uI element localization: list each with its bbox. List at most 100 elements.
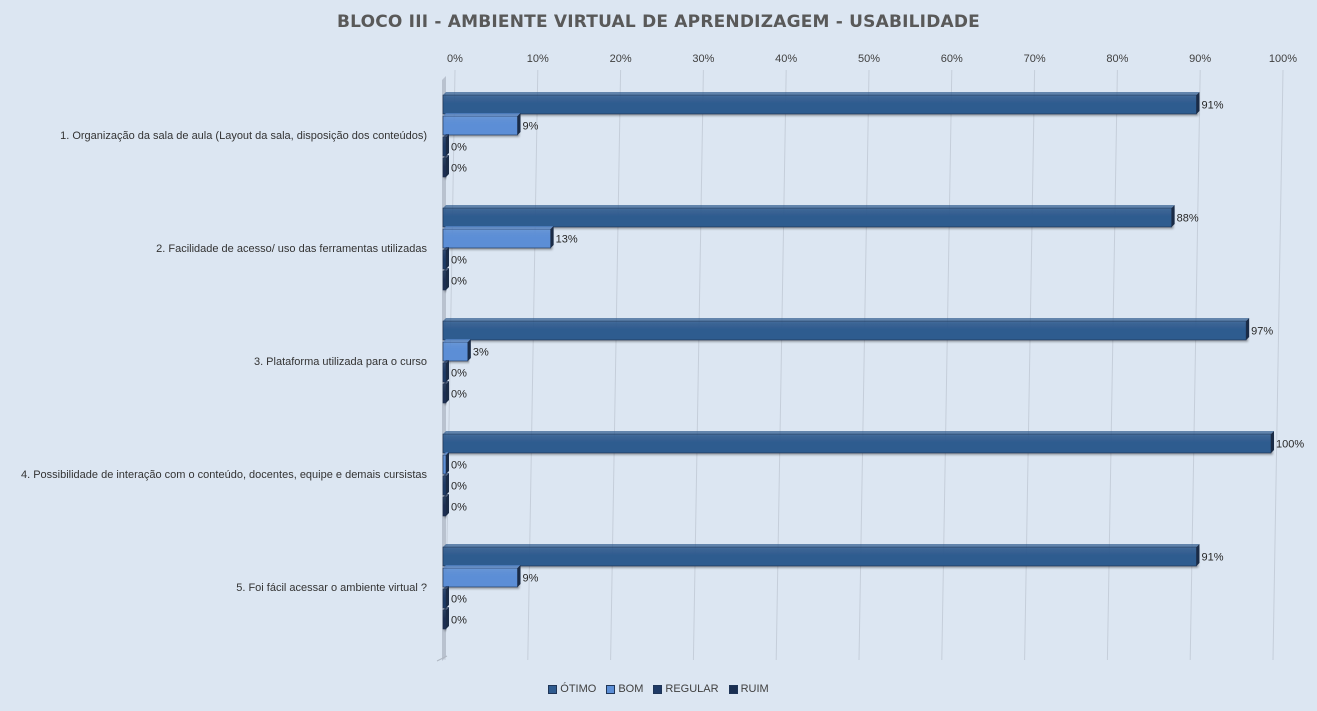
bar-regular-5: [442, 588, 447, 609]
data-label: 0%: [451, 368, 467, 380]
data-label: 0%: [451, 594, 467, 606]
x-tick-label: 80%: [1106, 53, 1128, 65]
legend-label: RUIM: [740, 683, 769, 695]
data-label: 9%: [523, 573, 539, 585]
bar-end-face: [1171, 205, 1175, 227]
x-tick-label: 20%: [610, 53, 632, 65]
x-tick-label: 100%: [1269, 53, 1297, 65]
bar-top-face: [443, 473, 449, 476]
data-label: 97%: [1251, 326, 1273, 338]
bar-end-face: [550, 226, 554, 248]
data-label: 0%: [451, 502, 467, 514]
bar-bom-4: [442, 454, 447, 475]
bar-bom-5: [442, 567, 518, 588]
bar-top-face: [443, 360, 449, 363]
legend-swatch: [728, 684, 738, 694]
data-label: 13%: [556, 234, 578, 246]
bar-end-face: [1196, 544, 1200, 566]
data-label: 0%: [451, 163, 467, 175]
bar-end-face: [467, 339, 471, 361]
chart-title: BLOCO III - AMBIENTE VIRTUAL DE APRENDIZ…: [337, 12, 980, 32]
bar-top-face: [443, 544, 1200, 547]
x-tick-label: 40%: [775, 53, 797, 65]
legend-label: ÓTIMO: [560, 683, 597, 695]
gridline: [1272, 69, 1284, 661]
legend-item-ótimo: ÓTIMO: [548, 683, 596, 695]
category-label: 1. Organização da sala de aula (Layout d…: [60, 130, 427, 142]
bar-end-face: [446, 607, 449, 629]
gridline: [1189, 69, 1201, 661]
data-label: 0%: [451, 615, 467, 627]
bar-top-face: [443, 247, 449, 250]
x-tick-label: 10%: [527, 53, 549, 65]
data-label: 0%: [451, 276, 467, 288]
bar-top-face: [443, 318, 1250, 321]
bar-top-face: [443, 155, 449, 158]
bar-top-face: [443, 205, 1175, 208]
bar-end-face: [517, 113, 521, 135]
legend-item-ruim: RUIM: [728, 683, 769, 695]
bar-ótimo-1: [442, 94, 1197, 115]
bar-regular-3: [442, 362, 447, 383]
bar-end-face: [446, 452, 449, 474]
legend-swatch: [606, 684, 616, 694]
data-label: 0%: [451, 142, 467, 154]
bar-end-face: [446, 494, 449, 516]
bar-end-face: [446, 473, 449, 495]
bar-top-face: [443, 452, 449, 455]
gridline: [610, 69, 622, 661]
bar-end-face: [446, 155, 449, 177]
bar-end-face: [446, 134, 449, 156]
bar-regular-4: [442, 475, 447, 496]
bar-end-face: [446, 268, 449, 290]
bar-end-face: [446, 586, 449, 608]
bar-top-face: [443, 113, 521, 116]
data-label: 0%: [451, 460, 467, 472]
bar-top-face: [443, 381, 449, 384]
bar-top-face: [443, 494, 449, 497]
data-label: 91%: [1201, 552, 1223, 564]
category-label: 4. Possibilidade de interação com o cont…: [21, 469, 428, 481]
bar-end-face: [446, 381, 449, 403]
bar-bom-2: [442, 228, 551, 249]
bar-bom-3: [442, 341, 469, 362]
category-label: 3. Plataforma utilizada para o curso: [254, 356, 427, 368]
bar-top-face: [443, 92, 1200, 95]
legend-label: REGULAR: [665, 683, 719, 695]
gridline: [1024, 69, 1036, 661]
bar-ruim-5: [442, 609, 447, 630]
bar-top-face: [443, 565, 521, 568]
data-label: 0%: [451, 389, 467, 401]
bar-end-face: [446, 360, 449, 382]
bar-end-face: [1271, 431, 1274, 453]
data-label: 91%: [1201, 100, 1223, 112]
bar-regular-1: [442, 136, 447, 157]
gridline: [858, 69, 870, 661]
x-tick-label: 30%: [692, 53, 714, 65]
x-tick-label: 50%: [858, 53, 880, 65]
bar-bom-1: [442, 115, 518, 136]
bar-end-face: [446, 247, 449, 269]
gridline: [1106, 69, 1118, 661]
bar-regular-2: [442, 249, 447, 270]
bar-ótimo-5: [442, 546, 1197, 567]
data-label: 100%: [1276, 439, 1304, 451]
bar-top-face: [443, 607, 449, 610]
bar-ruim-1: [442, 157, 447, 178]
bar-end-face: [1246, 318, 1250, 340]
data-label: 88%: [1177, 213, 1199, 225]
bar-top-face: [443, 134, 449, 137]
legend-item-bom: BOM: [606, 683, 643, 695]
x-tick-label: 60%: [941, 53, 963, 65]
bar-top-face: [443, 268, 449, 271]
x-tick-label: 0%: [447, 53, 463, 65]
legend-label: BOM: [618, 683, 644, 695]
gridline: [775, 69, 787, 661]
bar-ótimo-2: [442, 207, 1172, 228]
data-label: 9%: [523, 121, 539, 133]
category-label: 5. Foi fácil acessar o ambiente virtual …: [236, 582, 427, 594]
bar-ruim-3: [442, 383, 447, 404]
bar-top-face: [443, 431, 1274, 434]
